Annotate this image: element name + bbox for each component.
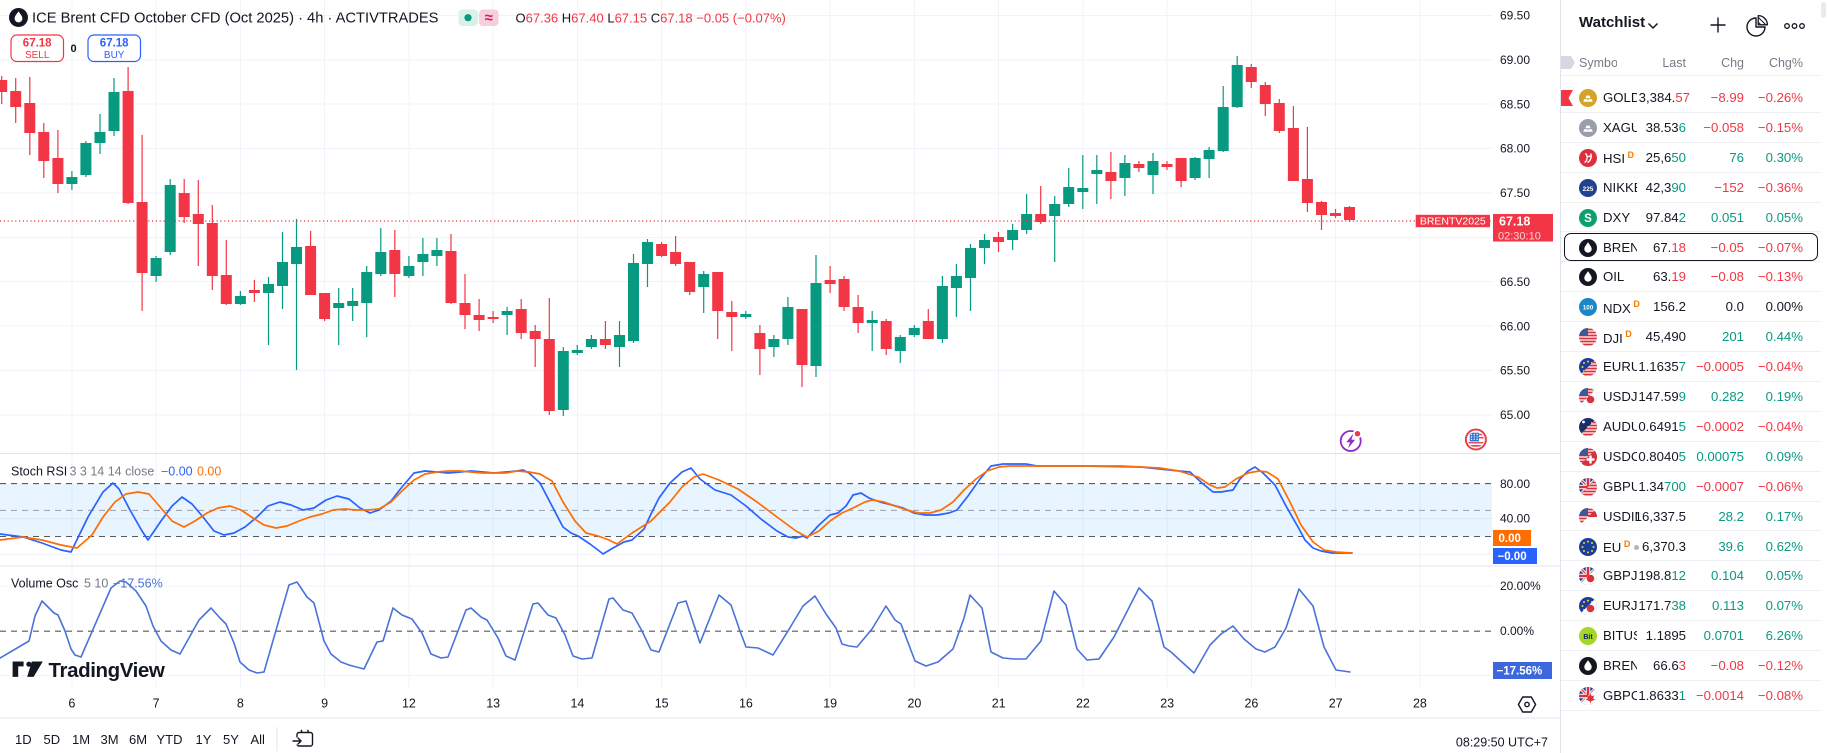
svg-text:68.00: 68.00 xyxy=(1500,142,1530,156)
svg-text:SELL: SELL xyxy=(25,50,50,61)
svg-text:66.00: 66.00 xyxy=(1500,319,1530,333)
svg-text:0.00: 0.00 xyxy=(1499,533,1521,545)
svg-text:TradingView: TradingView xyxy=(49,659,165,682)
svg-text:≈: ≈ xyxy=(485,10,493,27)
svg-text:21: 21 xyxy=(992,697,1006,711)
svg-text:BUY: BUY xyxy=(104,50,125,61)
svg-text:3 3 14 14 close: 3 3 14 14 close xyxy=(70,465,155,479)
svg-text:5 10: 5 10 xyxy=(84,577,108,591)
svg-text:08:29:50 UTC+7: 08:29:50 UTC+7 xyxy=(1456,736,1548,750)
svg-text:−0.00: −0.00 xyxy=(161,465,193,479)
svg-text:6: 6 xyxy=(68,697,75,711)
svg-text:225: 225 xyxy=(1583,186,1594,193)
svg-text:0: 0 xyxy=(70,43,76,55)
svg-text:100: 100 xyxy=(1583,305,1594,312)
svg-text:23: 23 xyxy=(1160,697,1174,711)
svg-text:16: 16 xyxy=(739,697,753,711)
svg-text:Stoch RSI: Stoch RSI xyxy=(11,465,67,479)
svg-text:67.18: 67.18 xyxy=(23,38,52,50)
svg-text:19: 19 xyxy=(823,697,837,711)
svg-text:1M: 1M xyxy=(72,732,90,747)
svg-text:3M: 3M xyxy=(101,732,119,747)
svg-text:All: All xyxy=(251,732,266,747)
svg-text:0.00: 0.00 xyxy=(197,465,221,479)
svg-text:S: S xyxy=(1584,213,1592,225)
svg-text:20: 20 xyxy=(907,697,921,711)
svg-text:65.50: 65.50 xyxy=(1500,364,1530,378)
svg-text:7: 7 xyxy=(153,697,160,711)
svg-text:27: 27 xyxy=(1329,697,1343,711)
svg-text:BRENTV2025: BRENTV2025 xyxy=(1420,216,1486,228)
svg-text:69.50: 69.50 xyxy=(1500,9,1530,23)
svg-text:66.50: 66.50 xyxy=(1500,275,1530,289)
svg-text:ICE Brent CFD October CFD (Oct: ICE Brent CFD October CFD (Oct 2025) · 4… xyxy=(32,11,439,27)
svg-text:Volume Osc: Volume Osc xyxy=(11,577,78,591)
svg-text:5Y: 5Y xyxy=(223,732,239,747)
svg-text:O67.36 H67.40 L67.15 C67.18 −0: O67.36 H67.40 L67.15 C67.18 −0.05 (−0.07… xyxy=(516,11,786,26)
svg-text:80.00: 80.00 xyxy=(1500,477,1530,491)
svg-text:13: 13 xyxy=(486,697,500,711)
svg-text:−17.56%: −17.56% xyxy=(1497,666,1543,678)
svg-text:69.00: 69.00 xyxy=(1500,53,1530,67)
svg-text:15: 15 xyxy=(655,697,669,711)
svg-text:0.00%: 0.00% xyxy=(1500,624,1534,638)
svg-text:12: 12 xyxy=(402,697,416,711)
svg-text:67.18: 67.18 xyxy=(100,38,129,50)
svg-text:Bit: Bit xyxy=(1583,634,1593,641)
svg-text:−17.56%: −17.56% xyxy=(113,577,163,591)
svg-text:6M: 6M xyxy=(129,732,147,747)
svg-text:65.00: 65.00 xyxy=(1500,408,1530,422)
svg-text:68.50: 68.50 xyxy=(1500,97,1530,111)
svg-text:67.18: 67.18 xyxy=(1499,214,1530,228)
svg-text:02:30:10: 02:30:10 xyxy=(1498,230,1541,242)
svg-text:1Y: 1Y xyxy=(196,732,212,747)
svg-text:14: 14 xyxy=(570,697,584,711)
svg-text:20.00%: 20.00% xyxy=(1500,579,1541,593)
svg-text:−0.00: −0.00 xyxy=(1498,551,1527,563)
svg-text:9: 9 xyxy=(321,697,328,711)
svg-text:26: 26 xyxy=(1244,697,1258,711)
svg-text:22: 22 xyxy=(1076,697,1090,711)
svg-text:5D: 5D xyxy=(44,732,61,747)
svg-text:8: 8 xyxy=(237,697,244,711)
svg-text:67.50: 67.50 xyxy=(1500,186,1530,200)
svg-text:1D: 1D xyxy=(15,732,32,747)
svg-text:40.00: 40.00 xyxy=(1500,512,1530,526)
svg-text:28: 28 xyxy=(1413,697,1427,711)
svg-text:YTD: YTD xyxy=(157,732,183,747)
